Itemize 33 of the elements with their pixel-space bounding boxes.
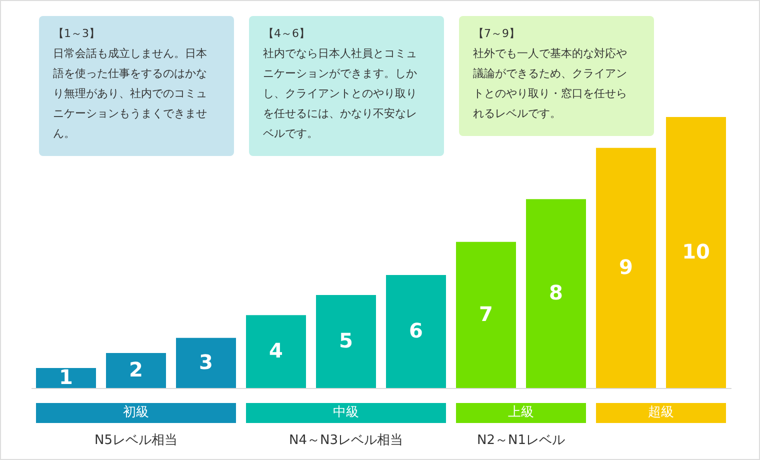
bar [666, 117, 726, 388]
level-strip: 上級 [456, 403, 586, 423]
text: N2～N1レベル [476, 432, 566, 449]
text: N5レベル相当 [93, 432, 178, 449]
bar [386, 274, 446, 388]
x-tick-label: 1 [59, 364, 73, 389]
x-tick-label: 10 [682, 240, 710, 264]
callout-box: 【4～6】 社内でなら日本人社員とコミュニケーションができます。しかし、クライアントとのやり取りを任せるには、かなり不安なレベルです。 [249, 16, 444, 156]
callout-box: 【7～9】 社外でも一人で基本的な対応や議論ができるため、クライアントとのやり取り・窓口を任せられるレベルです。 [459, 16, 654, 136]
annotation: 社外でも一人で基本的な対応や議論ができるため、クライアントとのやり取り・窓口を任せられるレベルです。 [473, 46, 628, 122]
bar [316, 295, 376, 388]
level-strip: 超級 [596, 403, 726, 423]
x-tick-label: 2 [129, 358, 143, 382]
callout-box: 【1～3】 日常会話も成立しません。日本語を使った仕事をするのはかなり無理があり、社内でのコミュニケーションもうまくできません。 [39, 16, 234, 156]
bar [456, 242, 516, 388]
x-tick-label: 3 [199, 350, 213, 374]
x-tick-label: 6 [409, 318, 423, 342]
bar [176, 338, 236, 388]
level-strip: 中級 [246, 403, 446, 423]
bar [246, 315, 306, 388]
level-strip: 初級 [36, 403, 236, 423]
bar [36, 368, 96, 388]
bar [526, 199, 586, 388]
x-tick-label: 9 [619, 254, 633, 279]
x-tick-label: 4 [269, 338, 283, 363]
bar [596, 148, 656, 388]
x-tick-label: 7 [479, 302, 493, 326]
annotation: 日常会話も成立しません。日本語を使った仕事をするのはかなり無理があり、社内でのコミュニケーションもうまくできません。 [53, 46, 208, 142]
bar [106, 353, 166, 388]
annotation: 社内でなら日本人社員とコミュニケーションができます。しかし、クライアントとのやり取りを任せるには、かなり不安なレベルです。 [263, 46, 418, 142]
x-tick-label: 5 [339, 328, 353, 353]
text: N4～N3レベル相当 [288, 432, 404, 449]
x-tick-label: 8 [549, 280, 563, 305]
